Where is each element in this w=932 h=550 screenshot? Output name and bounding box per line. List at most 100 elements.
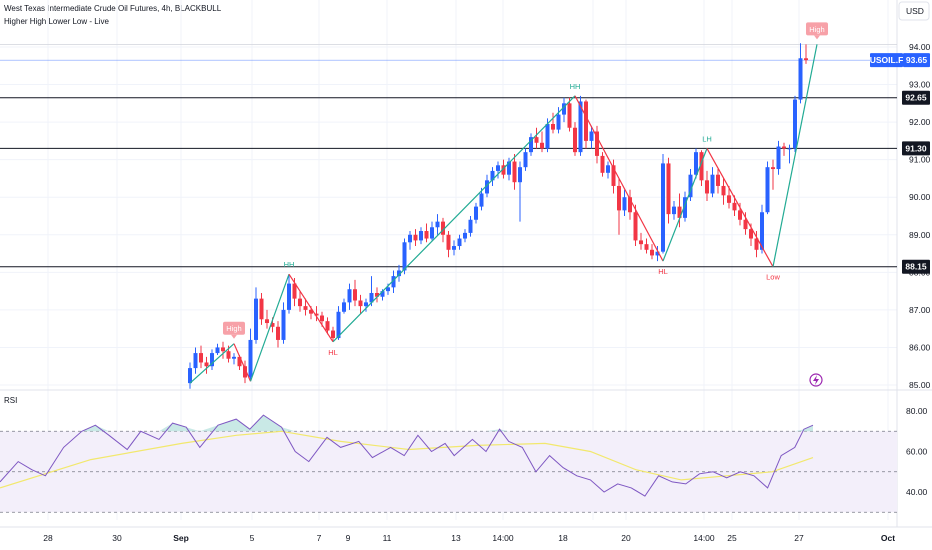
candle-body bbox=[254, 298, 258, 340]
candle bbox=[424, 223, 429, 243]
price-tick-label: 93.00 bbox=[909, 80, 931, 90]
price-tick-label: 86.00 bbox=[909, 342, 931, 352]
swing-label-5: LH bbox=[702, 134, 712, 143]
candle-body bbox=[287, 283, 291, 310]
candle bbox=[600, 152, 605, 177]
candle-body bbox=[523, 152, 528, 168]
candle-body bbox=[699, 152, 704, 181]
candle-body bbox=[743, 219, 748, 230]
candle-body bbox=[496, 165, 500, 171]
candle-body bbox=[215, 347, 220, 354]
candle bbox=[556, 107, 561, 134]
level-price-tag-0: 92.65 bbox=[902, 90, 930, 105]
candle-body bbox=[237, 356, 242, 367]
candle bbox=[694, 148, 698, 179]
candle-body bbox=[221, 347, 225, 352]
candle bbox=[672, 200, 676, 220]
price-tick-label: 92.00 bbox=[909, 117, 931, 127]
candle bbox=[765, 161, 770, 215]
zigzag-leg bbox=[233, 343, 252, 382]
candle-body bbox=[336, 311, 341, 339]
candle bbox=[298, 291, 302, 312]
level-price-tag-1: 91.30 bbox=[902, 141, 930, 156]
candle bbox=[683, 191, 687, 222]
zigzag-leg bbox=[288, 273, 334, 343]
level-tag-text: 91.30 bbox=[905, 143, 927, 153]
candle bbox=[727, 185, 731, 209]
candle bbox=[369, 276, 374, 307]
candle-body bbox=[595, 131, 599, 156]
candle-body bbox=[204, 362, 209, 367]
candle-body bbox=[430, 227, 434, 239]
time-tick-label: 11 bbox=[383, 533, 392, 543]
candle bbox=[804, 44, 808, 64]
symbol-tag-text: USOIL.F bbox=[870, 55, 904, 65]
candle-body bbox=[210, 353, 214, 367]
candle-body bbox=[562, 103, 566, 115]
price-tick-label: 94.00 bbox=[909, 42, 931, 52]
candle-body bbox=[292, 283, 297, 299]
candle bbox=[336, 306, 341, 340]
candle bbox=[512, 154, 517, 190]
candle-body bbox=[419, 231, 423, 241]
candle bbox=[325, 317, 330, 335]
last-price-text: 93.65 bbox=[906, 55, 928, 65]
candle bbox=[358, 294, 363, 314]
candle bbox=[243, 360, 247, 384]
rsi-band-fill bbox=[0, 431, 897, 513]
candle bbox=[595, 125, 599, 164]
candle bbox=[628, 189, 632, 220]
price-tick-label: 89.00 bbox=[909, 230, 931, 240]
zigzag-leg bbox=[662, 148, 708, 262]
time-tick-label: Sep bbox=[173, 533, 189, 543]
candle-body bbox=[408, 234, 412, 243]
candle-body bbox=[765, 167, 770, 213]
level-tag-box bbox=[902, 90, 930, 105]
candle bbox=[435, 214, 440, 235]
candle-body bbox=[710, 174, 715, 194]
candle-body bbox=[490, 170, 495, 181]
swing-label-6: Low bbox=[766, 273, 780, 282]
candle bbox=[281, 302, 286, 344]
candle bbox=[303, 298, 308, 316]
rsi-tick-label: 60.00 bbox=[906, 447, 928, 457]
zigzag-leg bbox=[706, 148, 774, 267]
candle-body bbox=[529, 137, 533, 153]
candle bbox=[457, 234, 462, 250]
candle bbox=[188, 362, 192, 389]
candle-body bbox=[551, 123, 555, 130]
candle-body bbox=[622, 197, 627, 211]
candle-body bbox=[716, 174, 720, 186]
candle-body bbox=[771, 167, 775, 170]
candle-body bbox=[248, 339, 253, 378]
candle-body bbox=[721, 185, 726, 196]
price-tick-label: 90.00 bbox=[909, 192, 931, 202]
candle bbox=[215, 343, 220, 355]
rsi-tick-label: 40.00 bbox=[906, 487, 928, 497]
high-tag-7: High bbox=[806, 22, 828, 40]
tag-label: High bbox=[809, 25, 824, 34]
candle bbox=[743, 212, 748, 235]
zigzag-leg bbox=[249, 274, 290, 382]
candle-body bbox=[276, 326, 280, 340]
currency-label: USD bbox=[906, 6, 924, 16]
time-tick-label: 7 bbox=[317, 533, 322, 543]
candle-body bbox=[798, 58, 803, 100]
candle bbox=[699, 150, 704, 186]
zigzag-leg bbox=[189, 343, 235, 384]
time-tick-label: 14:00 bbox=[492, 533, 514, 543]
candle bbox=[221, 341, 225, 359]
candle-body bbox=[441, 221, 445, 235]
candle-body bbox=[617, 185, 621, 211]
candle-body bbox=[347, 289, 352, 303]
candle bbox=[617, 178, 621, 235]
candle-body bbox=[534, 137, 539, 143]
level-tag-text: 88.15 bbox=[905, 262, 927, 272]
candle-body bbox=[375, 292, 379, 297]
candle bbox=[276, 321, 280, 348]
candle bbox=[490, 167, 495, 186]
candle bbox=[760, 204, 764, 254]
candle-body bbox=[463, 232, 467, 239]
candle-body bbox=[606, 165, 610, 173]
